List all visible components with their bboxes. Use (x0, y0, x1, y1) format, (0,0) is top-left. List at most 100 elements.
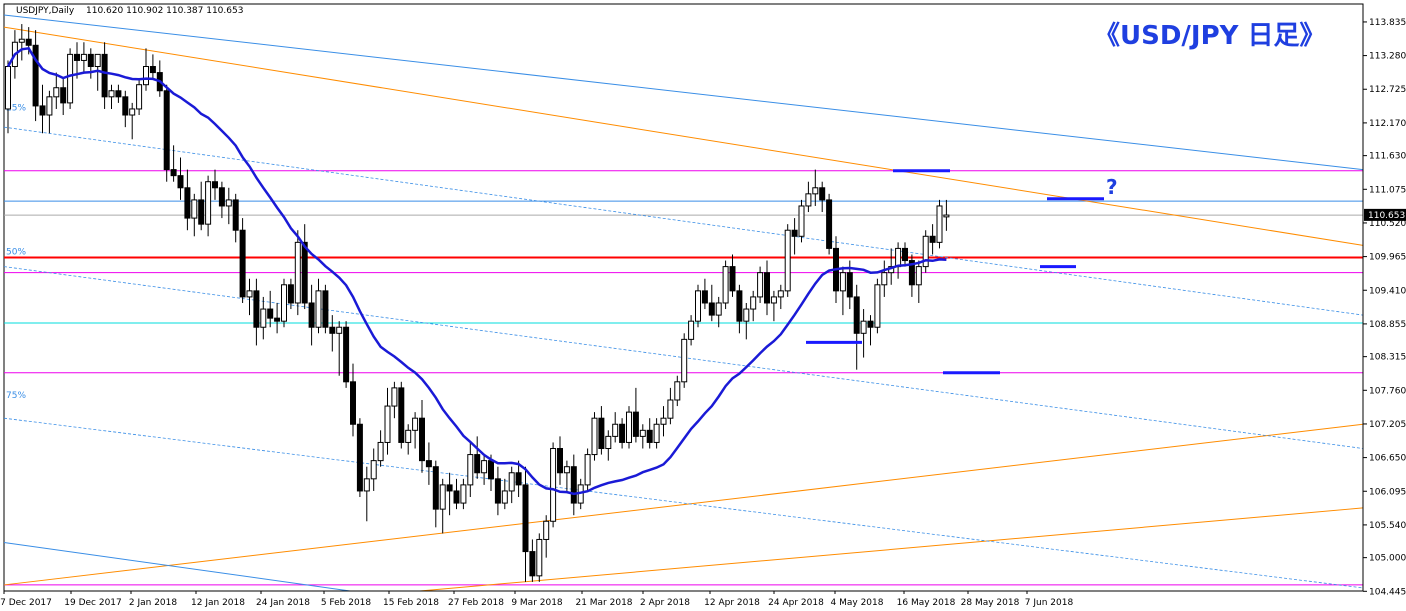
candle-body-down (488, 460, 494, 480)
candle (722, 260, 729, 310)
candle (350, 363, 356, 437)
candle-body-down (101, 53, 108, 98)
y-tick-label: 109.965 (1369, 253, 1406, 263)
candle-body-down (529, 551, 536, 577)
candle (439, 478, 446, 534)
candle (301, 224, 308, 310)
blue-channel-top (3, 14, 1364, 171)
candle-body-down (239, 229, 246, 298)
candle-body-up (363, 478, 370, 492)
candle-body-down (791, 229, 798, 237)
candle (363, 466, 370, 522)
candle-body-up (563, 466, 570, 474)
fib-fan-line-3 (3, 417, 1364, 589)
x-tick-label: 12 Apr 2018 (704, 598, 760, 608)
candle-body-up (639, 429, 646, 437)
candle-body-up (136, 84, 143, 110)
candle-body-up (205, 181, 212, 225)
candle (225, 187, 232, 225)
candle (308, 284, 315, 346)
y-tick-label: 105.540 (1369, 521, 1406, 531)
candle-body-up (460, 484, 467, 504)
candle-body-down (170, 169, 177, 177)
candle (653, 418, 660, 449)
candle (87, 48, 94, 79)
candle (412, 412, 419, 449)
candle (329, 315, 336, 352)
candle (122, 90, 129, 128)
candle (391, 381, 398, 419)
candle-body-down (287, 284, 294, 304)
candle-body-up (481, 460, 488, 474)
y-tick-label: 113.280 (1369, 52, 1406, 62)
y-tick-label: 107.205 (1369, 420, 1406, 430)
candle-body-down (632, 411, 639, 437)
candle (184, 169, 191, 231)
candle-body-up (5, 66, 11, 110)
candle (874, 278, 881, 334)
current-price-label: 110.653 (1368, 211, 1405, 221)
candle-body-up (260, 308, 267, 328)
blue-channel-bottom (3, 541, 351, 592)
candle (18, 24, 25, 61)
candle (612, 412, 619, 443)
candle-body-up (743, 308, 750, 322)
candle (867, 315, 874, 346)
candle (743, 302, 750, 340)
candle (632, 387, 639, 443)
candle-body-up (467, 454, 474, 486)
candle-body-up (895, 247, 902, 268)
candle-body-down (619, 423, 626, 443)
candle-body-down (902, 247, 908, 262)
candle-body-down (60, 87, 67, 104)
candle-body-down (322, 290, 329, 328)
candle-body-down (115, 90, 122, 98)
candle-body-up (80, 53, 87, 61)
candle (929, 224, 936, 255)
candle (619, 418, 626, 449)
candle-body-down (32, 44, 39, 107)
candle (460, 478, 467, 510)
candle (798, 199, 805, 243)
candle-body-up (784, 229, 791, 292)
candle (163, 84, 170, 182)
candle (860, 309, 867, 358)
candle-body-down (701, 290, 708, 304)
candle-body-up (798, 205, 805, 237)
candle (639, 424, 646, 449)
candle (508, 466, 515, 504)
candle (784, 224, 791, 297)
candle (39, 84, 46, 134)
candle (626, 406, 632, 449)
candle (550, 442, 557, 528)
candle (115, 84, 122, 103)
candle-body-up (439, 484, 446, 510)
candle (943, 199, 950, 231)
candle (294, 230, 301, 316)
x-tick-label: 7 Dec 2017 (0, 598, 52, 608)
candle-body-up (757, 272, 764, 298)
candle (94, 53, 101, 91)
candle-body-down (184, 187, 191, 219)
x-tick-label: 19 Dec 2017 (64, 598, 122, 608)
candle (736, 284, 743, 334)
candle-body-up (922, 235, 929, 268)
candle-body-up (94, 53, 101, 68)
candle-body-up (143, 66, 149, 86)
candle-body-up (612, 423, 619, 437)
candle-body-down (425, 460, 432, 468)
candle (177, 157, 184, 200)
candle (267, 290, 274, 328)
candle-body-down (819, 187, 826, 201)
candle-body-up (584, 454, 591, 486)
candle-body-down (453, 490, 460, 504)
candle (129, 102, 136, 140)
candle (770, 290, 777, 322)
candle-body-down (329, 326, 336, 334)
candle (101, 42, 108, 109)
candle (908, 254, 915, 297)
chart-title: 《USD/JPY 日足》 (1094, 21, 1326, 51)
x-tick-label: 21 Mar 2018 (575, 598, 632, 608)
candle-body-up (605, 435, 612, 450)
y-tick-label: 107.760 (1369, 386, 1406, 396)
